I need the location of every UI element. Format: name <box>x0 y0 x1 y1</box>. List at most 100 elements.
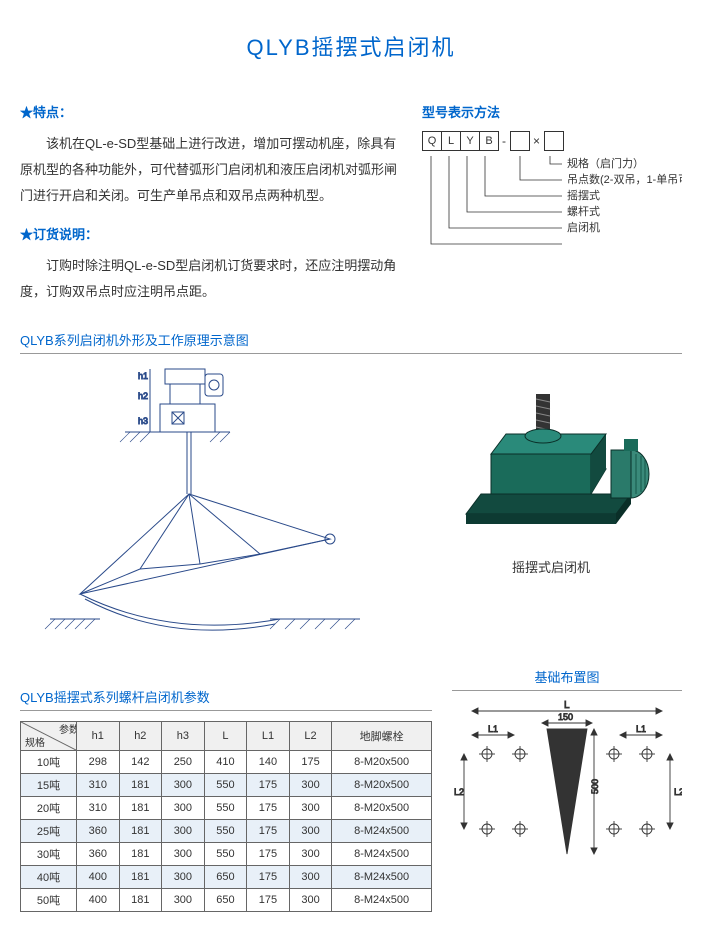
photo-caption: 摇摆式启闭机 <box>420 557 682 576</box>
schematic-diagram: h1 h2 h3 <box>20 364 400 647</box>
top-section: ★特点： 该机在QL-e-SD型基础上进行改进，增加可摆动机座，除具有原机型的各… <box>20 87 682 310</box>
cell: 8-M20x500 <box>332 797 432 820</box>
schematic-heading: QLYB系列启闭机外形及工作原理示意图 <box>20 330 682 354</box>
cell: 175 <box>247 866 290 889</box>
cell-spec: 30吨 <box>21 843 77 866</box>
svg-text:规格: 规格 <box>25 736 45 749</box>
foundation-diagram: L 150 L1 L1 <box>452 699 682 869</box>
model-letter: B <box>479 131 499 151</box>
cell: 181 <box>119 820 162 843</box>
table-row: 15吨3101813005501753008-M20x500 <box>21 774 432 797</box>
cell: 181 <box>119 774 162 797</box>
cell: 181 <box>119 843 162 866</box>
params-heading: QLYB摇摆式系列螺杆启闭机参数 <box>20 687 432 711</box>
cell-spec: 25吨 <box>21 820 77 843</box>
cell: 360 <box>77 843 120 866</box>
bottom-section: QLYB摇摆式系列螺杆启闭机参数 参数 规格 h1 h2 h3 L L1 <box>20 667 682 912</box>
cell: 650 <box>204 866 247 889</box>
model-label: 螺杆式 <box>567 204 600 218</box>
cell: 181 <box>119 866 162 889</box>
model-blank <box>544 131 564 151</box>
model-label: 摇摆式 <box>567 188 600 202</box>
features-heading: ★特点： <box>20 102 402 121</box>
cell: 310 <box>77 774 120 797</box>
model-label: 启闭机 <box>567 220 600 234</box>
cell: 140 <box>247 751 290 774</box>
cell: 300 <box>162 774 205 797</box>
foundation-heading: 基础布置图 <box>452 667 682 691</box>
right-column: 型号表示方法 Q L Y B - × <box>422 87 682 310</box>
model-heading: 型号表示方法 <box>422 102 682 121</box>
cell: 300 <box>289 889 332 912</box>
mid-section: h1 h2 h3 <box>20 364 682 647</box>
cell: 8-M20x500 <box>332 774 432 797</box>
times: × <box>533 134 540 148</box>
foundation-wrap: 基础布置图 L 150 L1 <box>452 667 682 872</box>
cell: 300 <box>289 774 332 797</box>
svg-text:L1: L1 <box>488 724 498 734</box>
cell: 175 <box>247 797 290 820</box>
model-blank <box>510 131 530 151</box>
model-label: 吊点数(2-双吊，1-单吊可省略) <box>567 172 682 186</box>
cell-spec: 15吨 <box>21 774 77 797</box>
cell: 300 <box>162 843 205 866</box>
th: 地脚螺栓 <box>332 722 432 751</box>
svg-text:h3: h3 <box>138 416 148 426</box>
cell: 8-M24x500 <box>332 889 432 912</box>
table-row: 40吨4001813006501753008-M24x500 <box>21 866 432 889</box>
cell: 300 <box>289 820 332 843</box>
model-bracket-svg: 规格（启门力） 吊点数(2-双吊，1-单吊可省略) 摇摆式 螺杆式 启闭机 <box>422 156 682 256</box>
dash: - <box>502 134 506 148</box>
cell: 181 <box>119 797 162 820</box>
cell: 175 <box>247 820 290 843</box>
cell: 250 <box>162 751 205 774</box>
cell: 550 <box>204 797 247 820</box>
product-photo <box>436 364 666 544</box>
cell: 175 <box>247 774 290 797</box>
cell: 550 <box>204 843 247 866</box>
cell: 175 <box>247 843 290 866</box>
cell: 300 <box>289 797 332 820</box>
cell: 175 <box>289 751 332 774</box>
ordering-text: 订购时除注明QL-e-SD型启闭机订货要求时，还应注明摆动角度，订购双吊点时应注… <box>20 253 402 305</box>
table-row: 25吨3601813005501753008-M24x500 <box>21 820 432 843</box>
th: h3 <box>162 722 205 751</box>
cell-spec: 40吨 <box>21 866 77 889</box>
cell: 300 <box>162 889 205 912</box>
th: h1 <box>77 722 120 751</box>
cell-spec: 20吨 <box>21 797 77 820</box>
svg-text:150: 150 <box>558 712 573 722</box>
svg-text:L1: L1 <box>636 724 646 734</box>
svg-text:L2: L2 <box>454 787 464 797</box>
cell: 175 <box>247 889 290 912</box>
cell: 550 <box>204 774 247 797</box>
table-row: 20吨3101813005501753008-M20x500 <box>21 797 432 820</box>
ordering-heading: ★订货说明： <box>20 224 402 243</box>
cell-spec: 10吨 <box>21 751 77 774</box>
table-row: 10吨2981422504101401758-M20x500 <box>21 751 432 774</box>
cell: 650 <box>204 889 247 912</box>
svg-text:h1: h1 <box>138 371 148 381</box>
cell: 8-M24x500 <box>332 820 432 843</box>
svg-text:L2: L2 <box>674 787 682 797</box>
cell: 8-M20x500 <box>332 751 432 774</box>
model-letter: Y <box>460 131 480 151</box>
cell: 300 <box>162 866 205 889</box>
features-text: 该机在QL-e-SD型基础上进行改进，增加可摆动机座，除具有原机型的各种功能外，… <box>20 131 402 209</box>
table-row: 50吨4001813006501753008-M24x500 <box>21 889 432 912</box>
cell: 300 <box>289 866 332 889</box>
svg-text:参数: 参数 <box>59 723 76 736</box>
cell: 310 <box>77 797 120 820</box>
cell-spec: 50吨 <box>21 889 77 912</box>
cell: 300 <box>162 820 205 843</box>
cell: 360 <box>77 820 120 843</box>
cell: 181 <box>119 889 162 912</box>
cell: 298 <box>77 751 120 774</box>
model-letter: L <box>441 131 461 151</box>
page-title: QLYB摇摆式启闭机 <box>20 30 682 62</box>
params-table: 参数 规格 h1 h2 h3 L L1 L2 地脚螺栓 10吨298142250… <box>20 721 432 912</box>
th: L <box>204 722 247 751</box>
cell: 410 <box>204 751 247 774</box>
cell: 400 <box>77 889 120 912</box>
cell: 8-M24x500 <box>332 866 432 889</box>
